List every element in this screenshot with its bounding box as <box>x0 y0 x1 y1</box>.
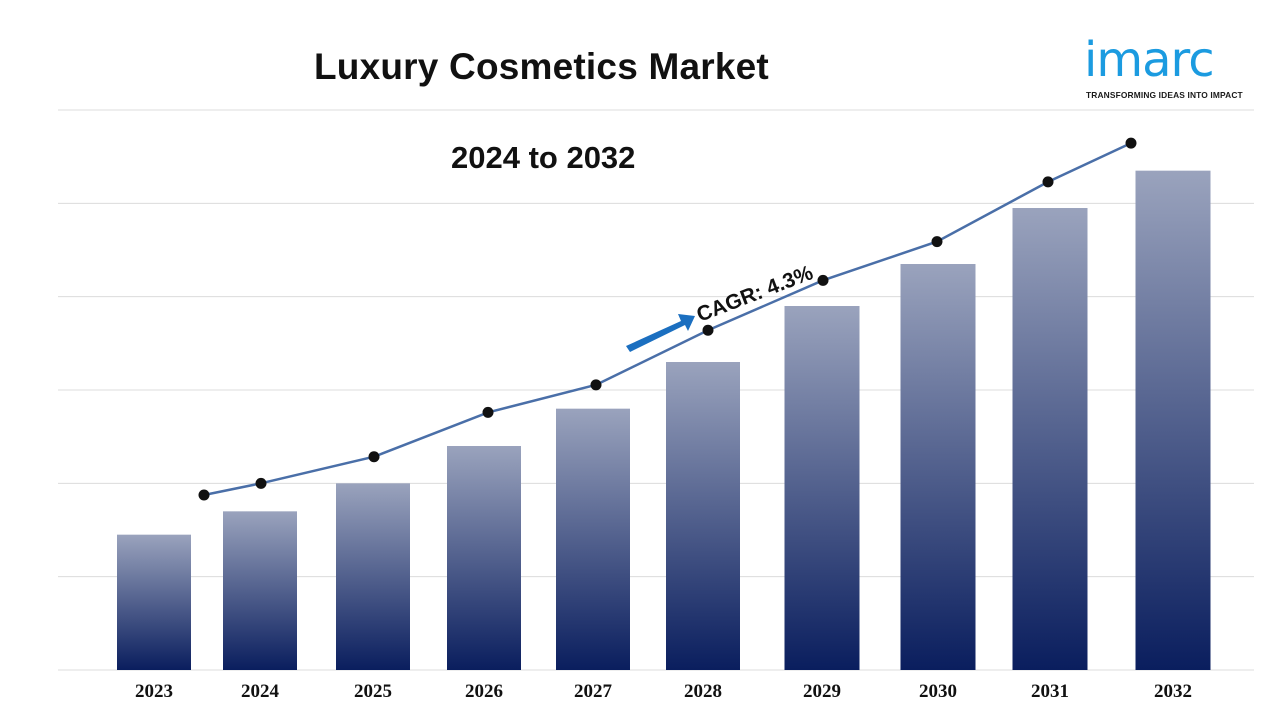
logo-tagline: TRANSFORMING IDEAS INTO IMPACT <box>1086 90 1243 100</box>
bar-2032 <box>1135 170 1211 670</box>
bar-2027 <box>556 408 630 670</box>
bar-2025 <box>336 483 410 670</box>
trend-polyline <box>203 142 1132 497</box>
x-tick-label: 2029 <box>803 681 841 702</box>
trend-point-2027 <box>590 379 602 391</box>
x-tick-label: 2031 <box>1031 681 1069 702</box>
trend-point-2028 <box>702 324 714 336</box>
x-tick-label: 2024 <box>241 681 280 702</box>
trend-point-2025 <box>368 451 380 463</box>
trend-point-2029 <box>817 274 829 286</box>
trend-point-2023 <box>198 489 210 501</box>
x-tick-label: 2032 <box>1154 681 1192 702</box>
x-tick-label: 2025 <box>354 681 392 702</box>
trend-point-2026 <box>482 406 494 418</box>
chart-title: Luxury Cosmetics Market <box>314 46 769 87</box>
trend-point-2024 <box>255 477 267 489</box>
x-tick-label: 2023 <box>135 681 173 702</box>
bars <box>117 170 1211 670</box>
bar-2023 <box>117 534 191 670</box>
x-tick-label: 2030 <box>919 681 957 702</box>
trend-point-2031 <box>1042 176 1054 188</box>
trend-point-2032 <box>1125 137 1137 149</box>
cagr-arrow-icon <box>626 314 695 352</box>
x-tick-label: 2027 <box>574 681 613 702</box>
logo-wordmark: imarc <box>1084 32 1215 88</box>
x-axis-tick-labels: 2023 2024 2025 2026 2027 2028 2029 2030 2031 2032 <box>135 681 1192 702</box>
trend-line <box>198 137 1137 501</box>
bar-2030 <box>900 264 976 670</box>
bar-2028 <box>666 362 740 670</box>
imarc-logo: imarc TRANSFORMING IDEAS INTO IMPACT <box>1084 36 1254 106</box>
bar-2029 <box>784 306 860 670</box>
bar-2026 <box>447 446 521 670</box>
x-tick-label: 2026 <box>465 681 503 702</box>
chart-subtitle: 2024 to 2032 <box>451 140 636 175</box>
bar-2031 <box>1012 208 1088 670</box>
bar-2024 <box>223 511 297 670</box>
x-tick-label: 2028 <box>684 681 722 702</box>
trend-point-2030 <box>931 236 943 248</box>
